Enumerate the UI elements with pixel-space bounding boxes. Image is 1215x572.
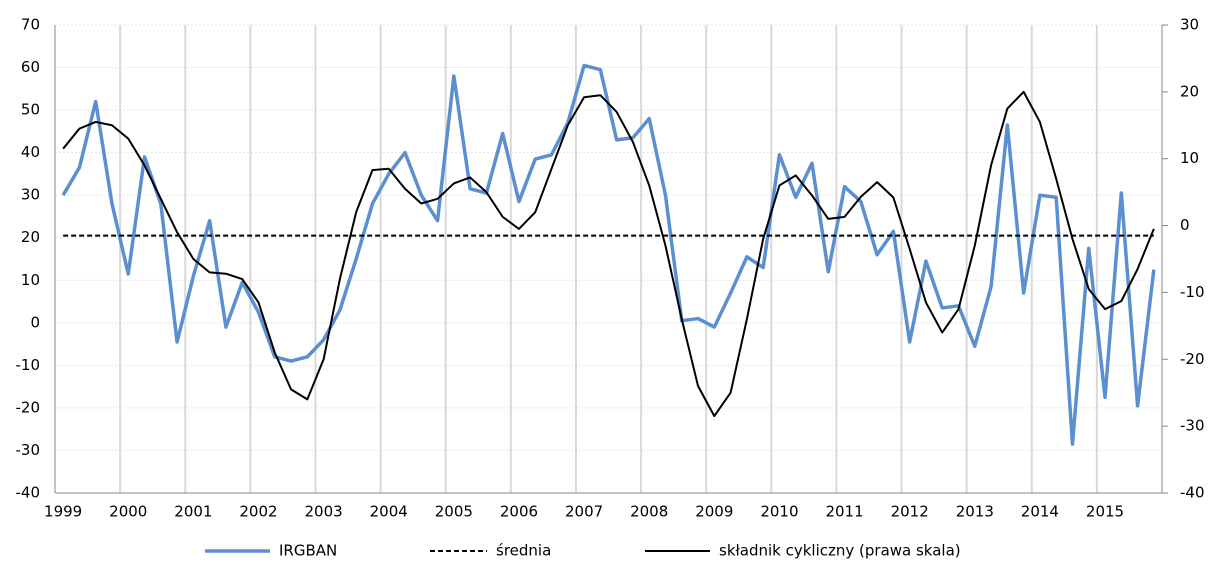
y-tick-label: -40 xyxy=(16,484,41,502)
x-tick-label: 2002 xyxy=(239,503,277,521)
y-tick-label: 40 xyxy=(21,143,40,161)
legend-label: IRGBAN xyxy=(279,542,337,560)
x-tick-label: 2015 xyxy=(1086,503,1124,521)
x-tick-label: 2003 xyxy=(305,503,343,521)
x-tick-label: 2010 xyxy=(760,503,798,521)
y-tick-label: -20 xyxy=(16,398,41,416)
y2-tick-label: 10 xyxy=(1180,149,1199,167)
y-tick-label: 20 xyxy=(21,228,40,246)
y2-tick-label: -40 xyxy=(1180,484,1205,502)
x-tick-label: 2007 xyxy=(565,503,603,521)
x-tick-label: 2014 xyxy=(1021,503,1059,521)
y-tick-label: -30 xyxy=(16,441,41,459)
y2-tick-label: 0 xyxy=(1180,216,1190,234)
series-line xyxy=(62,90,1155,418)
y2-tick-label: 20 xyxy=(1180,82,1199,100)
y-tick-label: 60 xyxy=(21,58,40,76)
y2-tick-label: -10 xyxy=(1180,283,1205,301)
x-tick-label: 2006 xyxy=(500,503,538,521)
series-line xyxy=(61,63,1156,446)
legend-label: średnia xyxy=(496,542,551,560)
x-tick-label: 2001 xyxy=(174,503,212,521)
y-tick-label: -10 xyxy=(16,356,41,374)
x-tick-label: 2012 xyxy=(891,503,929,521)
y2-tick-label: -20 xyxy=(1180,350,1205,368)
x-tick-label: 2011 xyxy=(825,503,863,521)
y-tick-label: 10 xyxy=(21,271,40,289)
y2-tick-label: -30 xyxy=(1180,417,1205,435)
x-tick-label: 2005 xyxy=(435,503,473,521)
y-tick-label: 30 xyxy=(21,186,40,204)
x-tick-label: 2000 xyxy=(109,503,147,521)
legend-label: składnik cykliczny (prawa skala) xyxy=(719,542,961,560)
x-tick-label: 2004 xyxy=(370,503,408,521)
x-tick-label: 2013 xyxy=(956,503,994,521)
x-tick-label: 2008 xyxy=(630,503,668,521)
y2-tick-label: 30 xyxy=(1180,16,1199,34)
y-tick-label: 50 xyxy=(21,101,40,119)
x-tick-label: 2009 xyxy=(695,503,733,521)
y-tick-label: 70 xyxy=(21,16,40,34)
x-tick-label: 1999 xyxy=(44,503,82,521)
y-tick-label: 0 xyxy=(30,313,40,331)
